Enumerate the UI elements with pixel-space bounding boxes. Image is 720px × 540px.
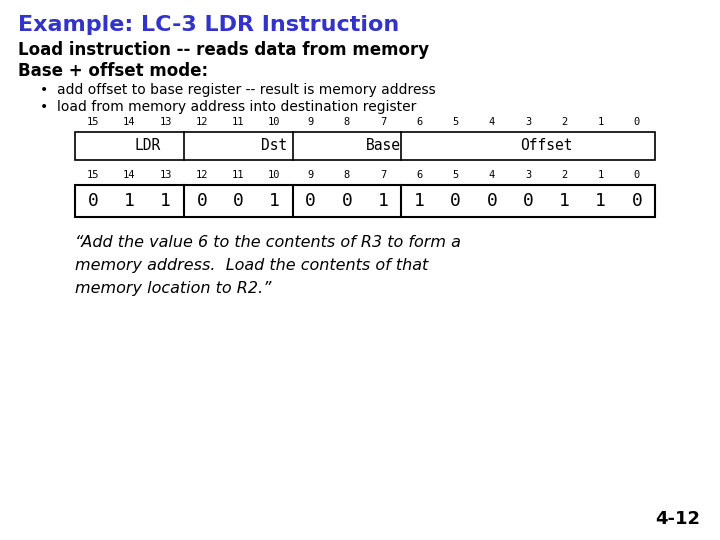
Text: 11: 11 bbox=[232, 117, 244, 127]
Text: •  add offset to base register -- result is memory address: • add offset to base register -- result … bbox=[40, 83, 436, 97]
Text: 12: 12 bbox=[196, 170, 208, 180]
Text: 1: 1 bbox=[124, 192, 135, 210]
Text: 0: 0 bbox=[634, 170, 640, 180]
Text: 1: 1 bbox=[378, 192, 389, 210]
Text: 0: 0 bbox=[634, 117, 640, 127]
Text: LDR: LDR bbox=[135, 138, 161, 153]
Text: •  load from memory address into destination register: • load from memory address into destinat… bbox=[40, 100, 416, 114]
Text: Load instruction -- reads data from memory: Load instruction -- reads data from memo… bbox=[18, 41, 429, 59]
Text: 13: 13 bbox=[159, 117, 172, 127]
Text: 0: 0 bbox=[341, 192, 352, 210]
Text: 1: 1 bbox=[598, 117, 604, 127]
Text: 7: 7 bbox=[380, 170, 386, 180]
Bar bbox=[75, 185, 655, 217]
Text: 11: 11 bbox=[232, 170, 244, 180]
Text: 9: 9 bbox=[307, 117, 314, 127]
Text: 4-12: 4-12 bbox=[655, 510, 700, 528]
Text: 7: 7 bbox=[380, 117, 386, 127]
Text: 5: 5 bbox=[452, 170, 459, 180]
Text: 1: 1 bbox=[269, 192, 280, 210]
Text: “Add the value 6 to the contents of R3 to form a
memory address.  Load the conte: “Add the value 6 to the contents of R3 t… bbox=[75, 235, 461, 295]
Text: 2: 2 bbox=[562, 117, 567, 127]
Text: 12: 12 bbox=[196, 117, 208, 127]
Text: 0: 0 bbox=[487, 192, 498, 210]
Text: 6: 6 bbox=[416, 117, 423, 127]
Text: 8: 8 bbox=[343, 170, 350, 180]
Text: 4: 4 bbox=[489, 170, 495, 180]
Text: 15: 15 bbox=[87, 170, 99, 180]
Text: 0: 0 bbox=[197, 192, 207, 210]
Text: 9: 9 bbox=[307, 170, 314, 180]
Text: Dst: Dst bbox=[261, 138, 287, 153]
Text: 15: 15 bbox=[87, 117, 99, 127]
Text: 3: 3 bbox=[525, 117, 531, 127]
Text: 8: 8 bbox=[343, 117, 350, 127]
Text: 0: 0 bbox=[523, 192, 534, 210]
Text: 1: 1 bbox=[559, 192, 570, 210]
Text: 4: 4 bbox=[489, 117, 495, 127]
Text: Offset: Offset bbox=[520, 138, 572, 153]
Text: 0: 0 bbox=[305, 192, 316, 210]
Text: 6: 6 bbox=[416, 170, 423, 180]
Text: 10: 10 bbox=[268, 117, 281, 127]
Text: 0: 0 bbox=[450, 192, 461, 210]
Text: 5: 5 bbox=[452, 117, 459, 127]
Text: Example: LC-3 LDR Instruction: Example: LC-3 LDR Instruction bbox=[18, 15, 400, 35]
Text: Base: Base bbox=[366, 138, 400, 153]
Text: 13: 13 bbox=[159, 170, 172, 180]
Text: 10: 10 bbox=[268, 170, 281, 180]
Text: 1: 1 bbox=[595, 192, 606, 210]
Text: 1: 1 bbox=[598, 170, 604, 180]
Text: 1: 1 bbox=[414, 192, 425, 210]
Bar bbox=[75, 132, 655, 160]
Text: 0: 0 bbox=[88, 192, 99, 210]
Text: 1: 1 bbox=[160, 192, 171, 210]
Text: 14: 14 bbox=[123, 170, 135, 180]
Text: 0: 0 bbox=[631, 192, 642, 210]
Text: 2: 2 bbox=[562, 170, 567, 180]
Text: Base + offset mode:: Base + offset mode: bbox=[18, 62, 208, 80]
Text: 3: 3 bbox=[525, 170, 531, 180]
Text: 0: 0 bbox=[233, 192, 243, 210]
Text: 14: 14 bbox=[123, 117, 135, 127]
